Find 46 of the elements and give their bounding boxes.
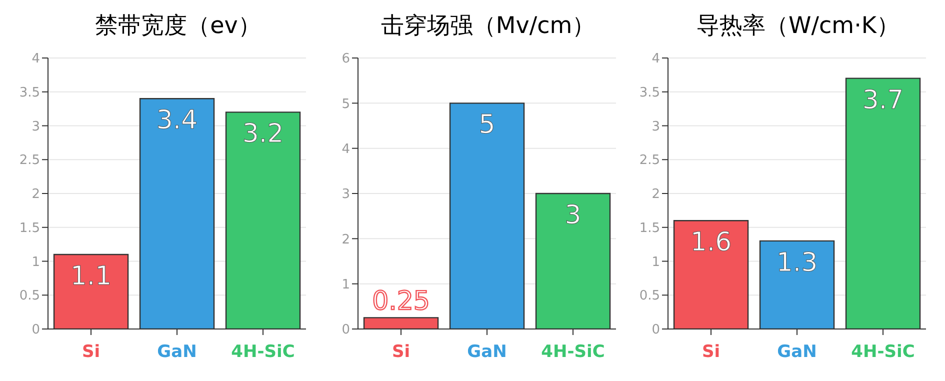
- chart-title: 击穿场强（Mv/cm）: [380, 12, 596, 41]
- data-label: 5: [478, 110, 496, 140]
- y-tick-label: 2: [342, 232, 350, 248]
- y-tick-label: 3.5: [639, 85, 660, 100]
- chart-title: 导热率（W/cm·K）: [696, 12, 900, 41]
- x-tick-label: Si: [392, 342, 410, 362]
- y-tick-label: 0: [652, 322, 660, 338]
- y-tick-label: 1: [652, 254, 660, 270]
- data-label: 3.4: [156, 106, 198, 136]
- x-tick-label: 4H-SiC: [851, 342, 915, 362]
- chart-title: 禁带宽度（ev）: [94, 12, 262, 41]
- y-tick-label: 0: [32, 322, 40, 338]
- y-tick-label: 1.5: [19, 220, 40, 236]
- x-tick-label: 4H-SiC: [231, 342, 295, 362]
- y-tick-label: 3: [652, 119, 660, 134]
- y-tick-label: 0.5: [639, 288, 660, 304]
- data-label: 3.7: [862, 85, 904, 116]
- data-label: 1.6: [690, 228, 732, 258]
- data-label: 3: [564, 200, 582, 230]
- y-tick-label: 0.5: [19, 288, 40, 304]
- y-tick-label: 1.5: [639, 220, 660, 236]
- x-tick-label: Si: [702, 342, 720, 362]
- x-tick-label: GaN: [777, 342, 817, 362]
- x-tick-label: GaN: [467, 342, 507, 362]
- y-tick-label: 2: [32, 187, 40, 202]
- y-tick-label: 2.5: [639, 153, 660, 168]
- x-tick-label: Si: [82, 342, 100, 362]
- y-tick-label: 3.5: [19, 85, 40, 100]
- y-tick-label: 0: [342, 322, 350, 338]
- y-tick-label: 1: [32, 254, 40, 270]
- y-tick-label: 4: [652, 52, 660, 67]
- data-label: 1.1: [70, 261, 112, 292]
- data-label: 3.2: [242, 119, 284, 150]
- y-tick-label: 3: [32, 119, 40, 134]
- y-tick-label: 4: [32, 52, 40, 67]
- y-tick-label: 1: [342, 277, 350, 292]
- y-tick-label: 3: [342, 187, 350, 202]
- y-tick-label: 5: [342, 96, 350, 112]
- x-tick-label: GaN: [157, 342, 197, 362]
- y-tick-label: 6: [342, 52, 350, 67]
- data-label: 1.3: [776, 248, 818, 278]
- data-label: 0.25: [372, 286, 430, 317]
- y-tick-label: 2: [652, 187, 660, 202]
- y-tick-label: 2.5: [19, 153, 40, 168]
- x-tick-label: 4H-SiC: [541, 342, 605, 362]
- y-tick-label: 4: [342, 142, 350, 157]
